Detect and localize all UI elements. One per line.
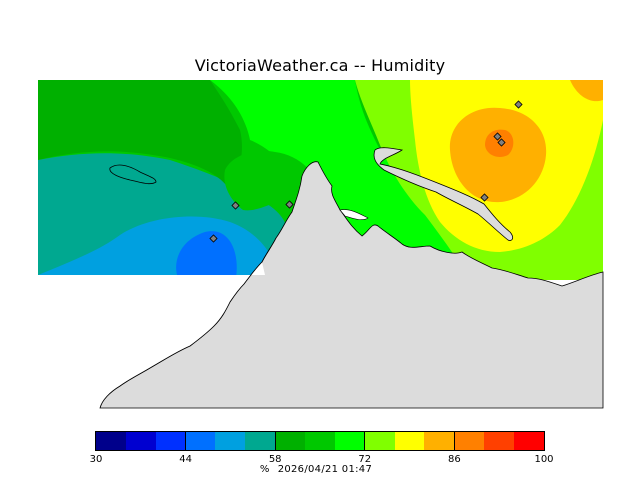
scale-segment [305,432,335,450]
station-marker[interactable] [285,200,294,209]
scale-tick-label: 72 [358,454,372,465]
scale-tick-label: 58 [268,454,282,465]
scale-segment [514,432,544,450]
scale-segment [275,432,306,450]
scale-tick-line [185,432,187,450]
timestamp: 2026/04/21 01:47 [277,464,373,475]
station-marker[interactable] [493,132,502,141]
scale-segment [334,432,365,450]
scale-segment [424,432,455,450]
scale-segment [454,432,485,450]
island [109,164,157,185]
scale-tick-line [453,432,455,450]
scale-tick-line [364,432,366,450]
station-markers [209,100,523,243]
humidity-map[interactable] [0,0,640,430]
inlet [339,209,369,220]
scale-tick-label: 100 [534,454,554,465]
scale-tick-line [274,432,276,450]
scale-segment [155,432,186,450]
scale-tick-label: 30 [89,454,103,465]
peninsula [373,147,514,241]
station-marker[interactable] [209,234,218,243]
scale-segment [245,432,276,450]
scale-segment [364,432,395,450]
map-title: VictoriaWeather.ca -- Humidity [194,56,446,75]
scale-segment [125,432,156,450]
scale-segment [484,432,515,450]
station-marker[interactable] [480,193,489,202]
coastline [99,237,277,409]
scale-tick-label: 44 [179,454,192,465]
scale-tick-label: 86 [448,454,461,465]
scale-segment [185,432,216,450]
color-scale-bar [95,431,545,451]
station-marker[interactable] [231,201,240,210]
station-marker[interactable] [497,138,506,147]
scale-segment [96,432,126,450]
unit-label: % [259,464,270,475]
scale-segment [394,432,425,450]
station-marker[interactable] [514,100,523,109]
scale-segment [215,432,246,450]
map-footer: % 2026/04/21 01:47 [0,464,640,475]
